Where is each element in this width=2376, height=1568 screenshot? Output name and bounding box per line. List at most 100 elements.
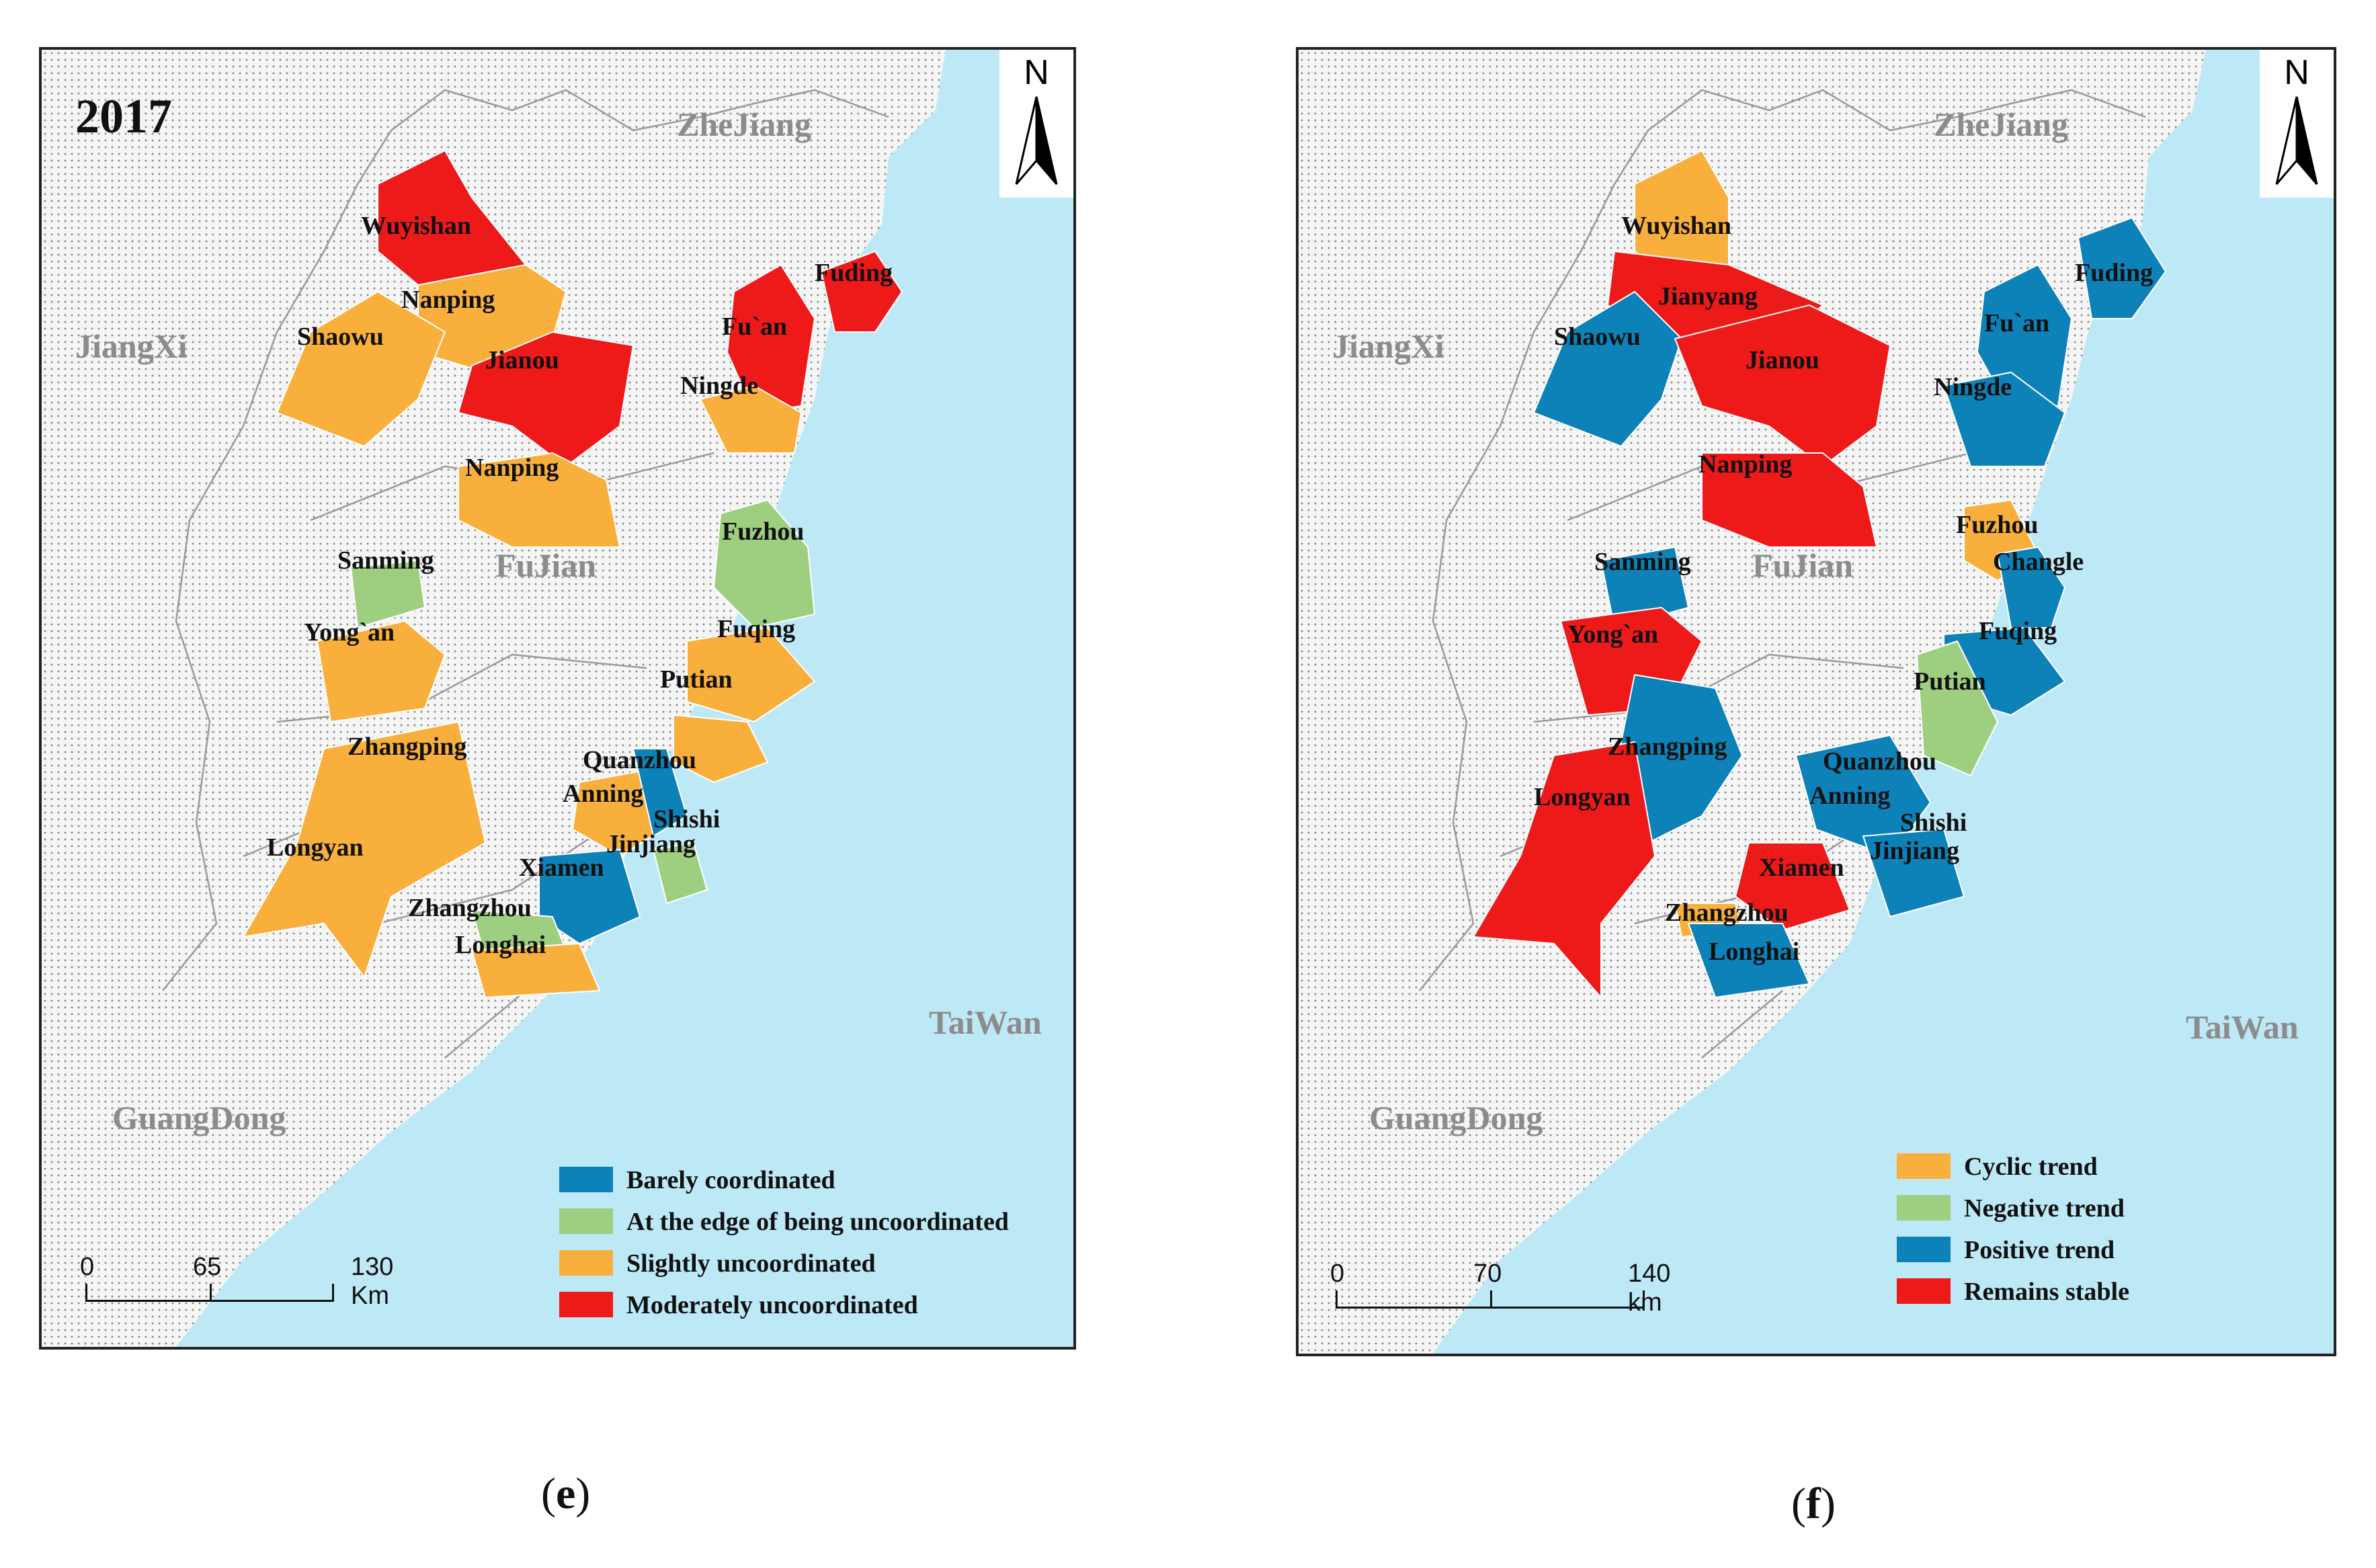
city-label: Changle bbox=[1993, 548, 2084, 576]
city-label: Wuyishan bbox=[1621, 212, 1732, 240]
north-arrow: N bbox=[2260, 50, 2334, 198]
legend-swatch bbox=[1897, 1195, 1951, 1221]
north-arrow: N bbox=[999, 50, 1073, 198]
province-label-guangdong: GuangDong bbox=[1369, 1099, 1543, 1137]
sea bbox=[1433, 50, 2334, 1354]
city-label: Xiamen bbox=[1759, 854, 1844, 882]
region-shaowu bbox=[276, 290, 446, 448]
city-label: Sanming bbox=[1594, 548, 1691, 576]
region-quanzhou-coastal bbox=[632, 748, 688, 837]
fujian-map-f bbox=[1419, 50, 2334, 1354]
legend-swatch bbox=[559, 1292, 613, 1317]
province-label-zhejiang: ZheJiang bbox=[1934, 106, 2069, 143]
city-label: Fuzhou bbox=[1956, 511, 2039, 539]
north-label: N bbox=[2284, 53, 2309, 92]
city-label: Shishi bbox=[1900, 809, 1967, 837]
region-putian bbox=[1916, 640, 1999, 777]
city-label: Quanzhou bbox=[583, 746, 696, 774]
region-shaowu bbox=[1532, 290, 1683, 448]
city-label: Nanping bbox=[1698, 450, 1793, 479]
region-ningde bbox=[699, 384, 803, 454]
region-jianou bbox=[1674, 304, 1891, 468]
map-panel-e: 2017 N ZheJiang JiangXi FuJian GuangDong… bbox=[39, 47, 1076, 1350]
city-label: Sanming bbox=[337, 546, 434, 575]
city-label: Jinjiang bbox=[606, 830, 696, 858]
city-label: Jinjiang bbox=[1870, 837, 1960, 865]
region-fuqing bbox=[686, 626, 816, 723]
city-label: Quanzhou bbox=[1823, 747, 1936, 776]
region-xiamen bbox=[538, 848, 641, 945]
region-jinjiang bbox=[1862, 828, 1965, 918]
region-quanzhou bbox=[1795, 734, 1932, 858]
legend-swatch bbox=[1897, 1278, 1951, 1304]
city-label: Jianou bbox=[485, 346, 559, 374]
province-label-jiangxi: JiangXi bbox=[75, 327, 188, 365]
province-label-fujian: FuJian bbox=[1752, 546, 1854, 584]
province-border bbox=[162, 89, 889, 991]
region-putian bbox=[673, 714, 769, 784]
city-label: Xiamen bbox=[519, 854, 604, 882]
city-label: Putian bbox=[660, 665, 733, 694]
city-label: Fuqing bbox=[717, 615, 796, 643]
region-longyan bbox=[242, 720, 487, 979]
region-longhai bbox=[1687, 923, 1811, 999]
legend-swatch bbox=[1897, 1237, 1951, 1262]
region-jinjiang bbox=[652, 841, 708, 905]
region-ningde bbox=[1942, 371, 2066, 467]
legend-swatch bbox=[559, 1208, 613, 1234]
region-changle bbox=[1996, 546, 2066, 628]
city-label: Longyan bbox=[1534, 783, 1631, 811]
region-fuzhou bbox=[712, 499, 816, 629]
region-fuan bbox=[726, 263, 816, 414]
city-label: Anning bbox=[563, 780, 644, 808]
legend-swatch bbox=[559, 1167, 613, 1192]
region-jianou bbox=[457, 331, 634, 468]
city-label: Nanping bbox=[465, 454, 559, 482]
region-nanping bbox=[1701, 452, 1878, 548]
region-sanming bbox=[350, 559, 426, 629]
north-label: N bbox=[1024, 53, 1049, 92]
map-panel-f: N ZheJiang JiangXi FuJian GuangDong TaiW… bbox=[1296, 47, 2336, 1356]
region-yongan bbox=[316, 620, 446, 723]
city-label: Zhangping bbox=[1608, 733, 1727, 761]
city-label: Fuding bbox=[815, 259, 893, 287]
north-arrow-icon bbox=[2275, 96, 2318, 185]
city-label: Shaowu bbox=[1554, 323, 1641, 351]
fujian-map-e bbox=[162, 50, 1073, 1347]
legend-swatch bbox=[1897, 1153, 1951, 1179]
city-label: Fuding bbox=[2075, 259, 2154, 287]
north-arrow-icon bbox=[1015, 96, 1058, 185]
region-longhai bbox=[470, 942, 601, 999]
city-label: Yong`an bbox=[304, 618, 395, 647]
region-fuding bbox=[2077, 216, 2167, 319]
city-label: Ningde bbox=[680, 372, 759, 400]
city-label: Longyan bbox=[267, 833, 364, 862]
city-label: Fu`an bbox=[722, 313, 788, 341]
city-label: Jianou bbox=[1746, 346, 1819, 374]
region-longyan bbox=[1472, 741, 1656, 999]
city-label: Fuzhou bbox=[722, 518, 805, 546]
region-xiamen bbox=[1734, 842, 1851, 932]
city-label: Wuyishan bbox=[361, 212, 472, 240]
city-label: Fu`an bbox=[1984, 309, 2050, 337]
city-label: Shaowu bbox=[297, 323, 384, 351]
city-label: Longhai bbox=[1709, 938, 1800, 966]
caption-e: (e) bbox=[541, 1469, 591, 1518]
city-label: Shishi bbox=[653, 805, 721, 833]
sea bbox=[176, 50, 1073, 1347]
province-label-fujian: FuJian bbox=[495, 546, 597, 584]
city-label: Ningde bbox=[1934, 373, 2012, 401]
province-label-taiwan: TaiWan bbox=[2186, 1008, 2299, 1046]
city-label: Putian bbox=[1914, 667, 1986, 696]
city-label: Zhangzhou bbox=[1665, 899, 1789, 927]
province-border bbox=[1419, 89, 2146, 991]
city-label: Jianyang bbox=[1658, 282, 1758, 311]
region-nanping-south bbox=[458, 452, 621, 548]
city-label: Fuqing bbox=[1979, 617, 2057, 645]
city-label: Zhangzhou bbox=[408, 894, 532, 922]
region-sanming bbox=[1600, 546, 1690, 629]
map-year: 2017 bbox=[75, 89, 172, 143]
city-label: Longhai bbox=[455, 931, 546, 959]
province-label-taiwan: TaiWan bbox=[929, 1003, 1042, 1041]
city-label: Yong`an bbox=[1567, 620, 1659, 649]
